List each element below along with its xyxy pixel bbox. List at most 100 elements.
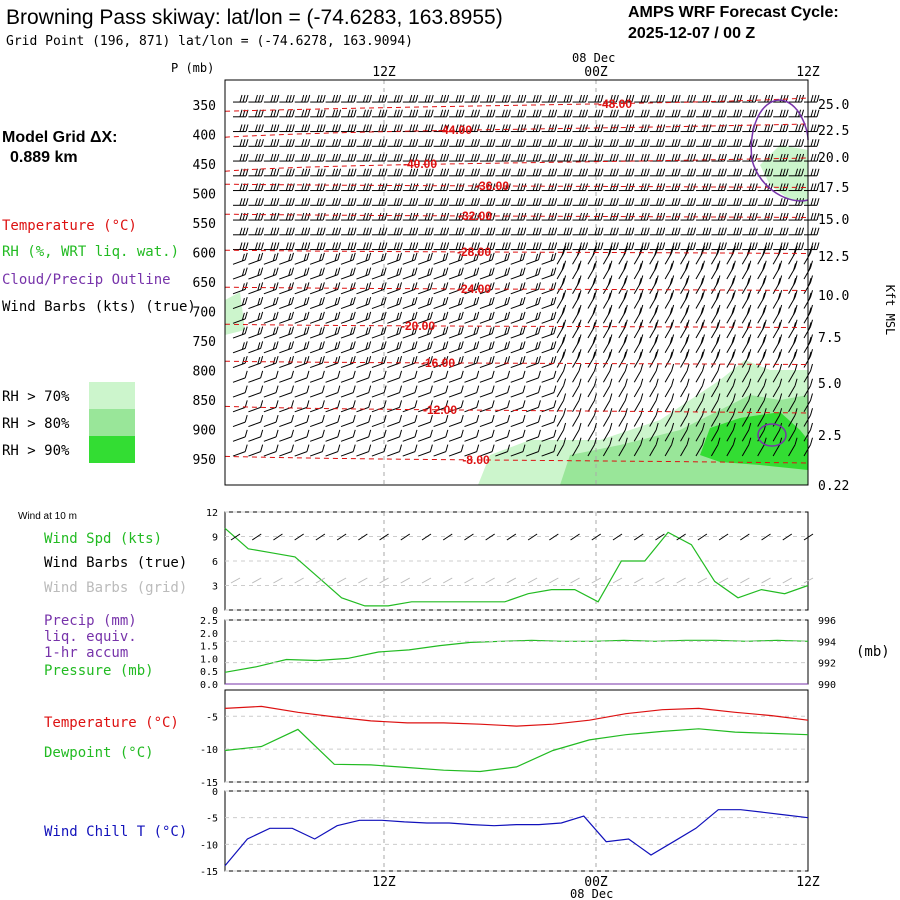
wind-barb xyxy=(248,282,264,295)
wind-barb xyxy=(510,282,526,295)
wind-barb xyxy=(556,245,567,265)
wind-barb xyxy=(341,212,357,221)
wind-barb xyxy=(741,349,752,368)
wind-barb xyxy=(356,153,372,162)
wind-barb xyxy=(711,198,727,206)
wind-barb xyxy=(695,198,712,206)
wind-barb xyxy=(541,267,557,280)
wind-barb xyxy=(448,311,464,324)
wind-barb xyxy=(587,319,597,339)
wind-barb xyxy=(572,168,588,177)
wind-barb xyxy=(788,422,798,442)
wind-barb xyxy=(232,414,248,428)
wind-barb xyxy=(741,437,752,457)
surface-wind-barb xyxy=(697,533,708,541)
wind-barb xyxy=(633,422,644,442)
wind-barb xyxy=(232,311,248,324)
wind-barb xyxy=(680,422,690,442)
wind-barb xyxy=(279,94,295,103)
wind-section-title: Wind at 10 m xyxy=(18,511,77,522)
wind-barb xyxy=(602,437,613,457)
wind-barb xyxy=(526,153,542,162)
wind-barb xyxy=(341,94,357,103)
temperature-contour xyxy=(224,213,809,218)
wind-barb xyxy=(263,311,279,324)
wind-barb xyxy=(232,385,248,398)
wind-spd-label: Wind Spd (kts) xyxy=(44,531,162,547)
wind-barb xyxy=(387,267,403,280)
wind-barb xyxy=(402,429,418,442)
wind-barb xyxy=(418,429,433,442)
wind-barb xyxy=(341,139,357,147)
wind-barb xyxy=(356,267,372,280)
wind-barb xyxy=(634,168,650,177)
wind-barb xyxy=(387,153,403,162)
wind-barb xyxy=(526,400,541,413)
wind-barb xyxy=(510,311,526,324)
grid-wind-barb xyxy=(358,577,368,584)
wind-barb xyxy=(710,349,721,368)
temperature-label: Temperature (°C) xyxy=(44,715,179,731)
wind-barb xyxy=(387,311,403,324)
wind-barb xyxy=(479,267,495,280)
wind-barb xyxy=(294,139,311,147)
surface-wind-barb xyxy=(251,533,262,541)
wind-barb xyxy=(695,260,705,280)
wind-barb xyxy=(603,124,619,133)
wind-barb xyxy=(356,311,372,324)
wind-barb xyxy=(572,94,588,103)
wind-barb xyxy=(387,400,403,413)
grid-wind-barb xyxy=(336,577,347,584)
wind-barb xyxy=(418,341,433,354)
wind-barb xyxy=(695,349,705,368)
wind-barb xyxy=(788,153,805,162)
wind-barb xyxy=(309,326,325,339)
wind-barb xyxy=(649,290,659,309)
wind-barb xyxy=(387,227,403,236)
wind-barb xyxy=(310,94,326,103)
wind-barb xyxy=(479,198,496,206)
wind-barb xyxy=(248,252,264,265)
legend-rh: RH (%, WRT liq. wat.) xyxy=(2,244,179,260)
wind-barb xyxy=(664,275,675,295)
wind-chill-panel: 0 -5 -10 -15 xyxy=(200,787,809,878)
wind-barb xyxy=(371,139,388,147)
wind-barb xyxy=(449,227,465,236)
wind-barb xyxy=(371,109,388,118)
wind-barb xyxy=(402,296,418,310)
wind-barb xyxy=(433,153,450,162)
wind-barb xyxy=(695,363,705,383)
wind-barb xyxy=(294,252,310,265)
grid-wind-barb xyxy=(527,577,538,584)
wind-barb xyxy=(618,437,628,457)
wind-barb xyxy=(340,252,356,265)
surface-wind-barb xyxy=(655,533,665,541)
wind-barb xyxy=(325,400,341,413)
wind-barb xyxy=(263,94,280,103)
wind-barb xyxy=(633,393,644,413)
y-tick-label: 0 xyxy=(212,606,218,617)
wind-barb xyxy=(479,370,495,383)
wind-barb xyxy=(387,168,403,177)
wind-barb xyxy=(572,153,588,162)
wind-barb xyxy=(680,290,690,309)
precip-tick-label: 2.0 xyxy=(200,629,218,640)
wind-barb xyxy=(633,437,644,457)
wind-barb xyxy=(804,94,820,103)
wind-barb xyxy=(803,334,813,354)
height-ticks: 25.0 22.5 20.0 17.5 15.0 12.5 10.0 7.5 5.0 2.5 0.2… xyxy=(818,98,849,494)
surface-wind-barb xyxy=(273,533,283,541)
wind-barb xyxy=(804,183,820,192)
wind-barb xyxy=(742,139,758,147)
wind-barb xyxy=(711,168,727,177)
wind-barb xyxy=(325,212,342,221)
wind-barb xyxy=(418,183,434,192)
wind-barb xyxy=(557,227,573,236)
wind-barb xyxy=(433,444,449,457)
wind-barb xyxy=(479,252,495,265)
wind-barb xyxy=(710,334,721,354)
wind-barb xyxy=(633,245,644,265)
rh70-lowlevel-region xyxy=(225,292,245,335)
wind-barb xyxy=(464,227,480,236)
wind-barb xyxy=(248,370,264,383)
